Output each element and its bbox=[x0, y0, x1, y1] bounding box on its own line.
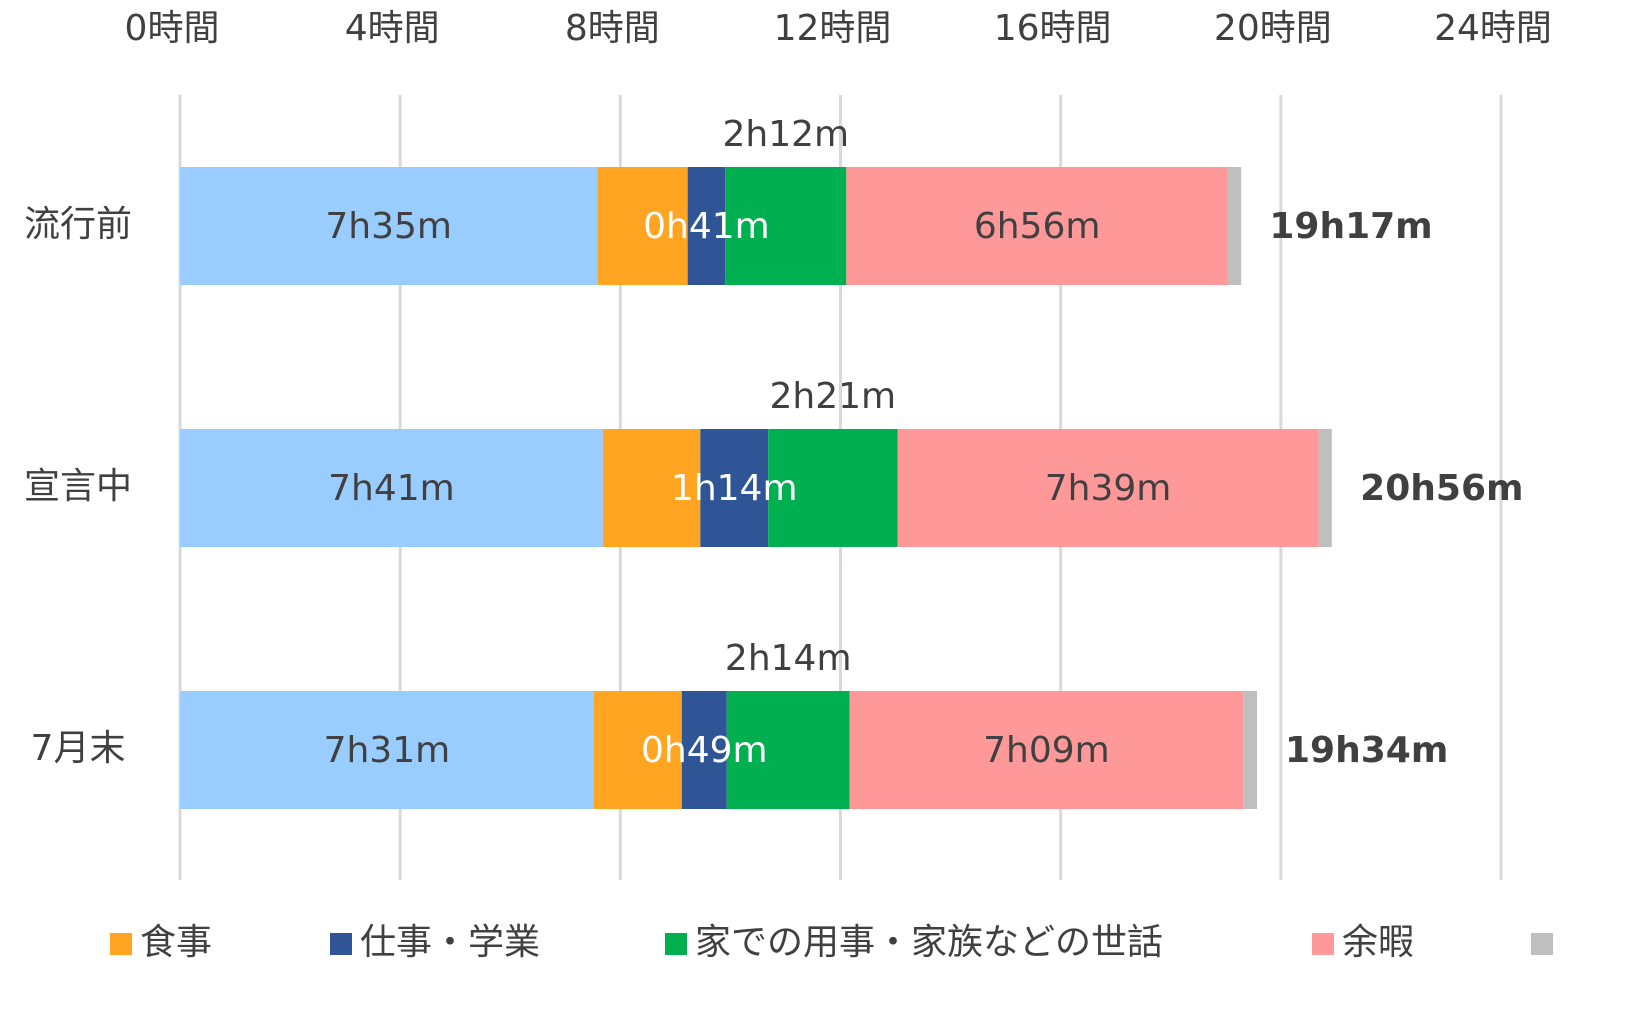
data-label: 7h09m bbox=[983, 730, 1110, 771]
bar-segment bbox=[849, 691, 1244, 809]
bar-segment bbox=[593, 691, 682, 809]
bar-segment bbox=[602, 429, 701, 547]
legend-label: 家での用事・家族などの世話 bbox=[695, 922, 1163, 963]
y-tick-label: 7月末 bbox=[31, 728, 126, 769]
legend-label: 余暇 bbox=[1342, 922, 1414, 963]
bar-segment bbox=[726, 691, 850, 809]
data-label: 7h35m bbox=[325, 206, 452, 247]
legend-label: 仕事・学業 bbox=[360, 922, 540, 963]
data-label: 7h39m bbox=[1045, 468, 1172, 509]
legend-label: 食事 bbox=[140, 922, 212, 963]
bar-segment bbox=[897, 429, 1319, 547]
x-tick-label: 0時間 bbox=[125, 8, 220, 49]
total-label: 19h34m bbox=[1285, 730, 1448, 771]
total-label: 19h17m bbox=[1269, 206, 1432, 247]
x-tick-label: 4時間 bbox=[345, 8, 440, 49]
y-tick-label: 流行前 bbox=[24, 204, 132, 245]
data-label: 7h31m bbox=[324, 730, 451, 771]
bar-segment bbox=[597, 167, 688, 285]
legend-swatch bbox=[110, 933, 132, 955]
legend-swatch bbox=[1531, 933, 1553, 955]
data-label: 2h14m bbox=[725, 638, 852, 679]
y-tick-label: 宣言中 bbox=[24, 466, 132, 507]
bar-segment bbox=[700, 429, 769, 547]
data-label: 0h49m bbox=[641, 730, 768, 771]
x-tick-label: 12時間 bbox=[774, 8, 892, 49]
data-label: 2h12m bbox=[722, 114, 849, 155]
data-label: 7h41m bbox=[328, 468, 455, 509]
bar-segment bbox=[681, 691, 727, 809]
bar-segment bbox=[846, 167, 1228, 285]
data-label: 2h21m bbox=[770, 376, 897, 417]
bar-segment bbox=[1227, 167, 1242, 285]
data-label: 1h14m bbox=[671, 468, 798, 509]
bar-segment bbox=[180, 429, 603, 547]
x-tick-label: 24時間 bbox=[1434, 8, 1552, 49]
legend-swatch bbox=[1312, 933, 1334, 955]
x-tick-label: 20時間 bbox=[1214, 8, 1332, 49]
bar-segment bbox=[768, 429, 898, 547]
data-label: 6h56m bbox=[974, 206, 1101, 247]
bar-segment bbox=[180, 691, 594, 809]
x-tick-label: 16時間 bbox=[994, 8, 1112, 49]
bar-segment bbox=[180, 167, 598, 285]
bar-segment bbox=[1318, 429, 1332, 547]
bar-segment bbox=[687, 167, 726, 285]
bar-segment bbox=[725, 167, 847, 285]
legend-swatch bbox=[665, 933, 687, 955]
data-label: 0h41m bbox=[643, 206, 770, 247]
legend-swatch bbox=[330, 933, 352, 955]
bar-segment bbox=[1243, 691, 1258, 809]
total-label: 20h56m bbox=[1360, 468, 1523, 509]
x-tick-label: 8時間 bbox=[565, 8, 660, 49]
